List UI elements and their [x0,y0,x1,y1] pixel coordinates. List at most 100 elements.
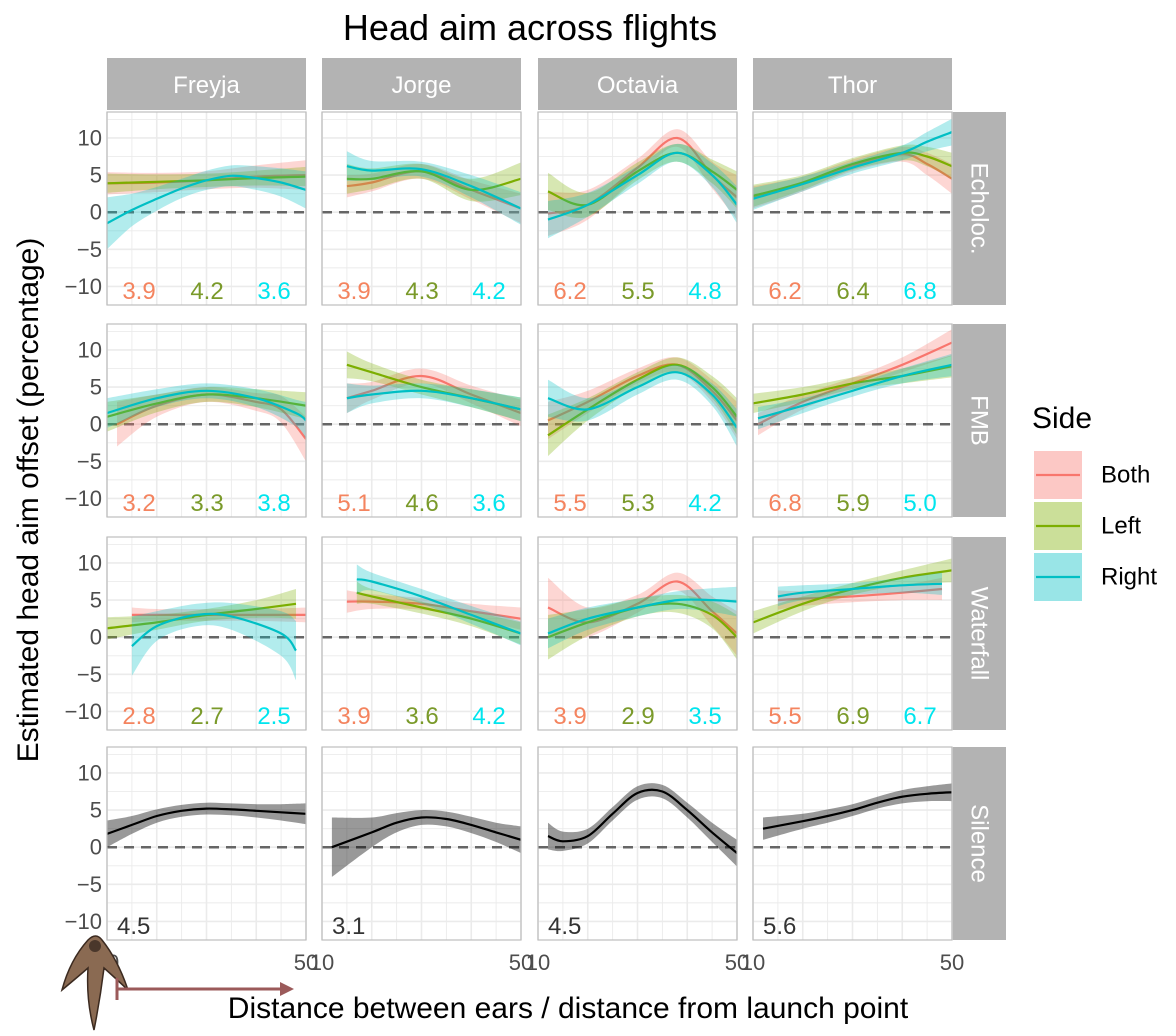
stat-label-left: 4.6 [405,490,438,517]
panel-waterfall-freyja: 2.8 2.7 2.5 [106,536,307,731]
y-tick-label: −10 [65,274,102,299]
stat-label-both: 6.8 [768,490,801,517]
series-line-both [547,580,737,635]
panel-border [537,536,738,731]
series-line-right [107,174,306,225]
confidence-band-both [117,387,306,462]
row-strip-fmb [952,324,1006,517]
stat-label-both: 5.5 [553,490,586,517]
stat-label-left: 4.2 [190,278,223,305]
x-tick-label: 10 [310,950,334,975]
column-strip-label: Octavia [597,72,679,99]
stat-label-both: 5.1 [337,490,370,517]
stat-label-right: 6.7 [903,703,936,730]
series-line-both [116,393,306,440]
confidence-band-right [548,586,737,649]
x-tick-label: 50 [294,950,318,975]
stat-label-right: 6.8 [903,278,936,305]
panel-fmb-freyja: 3.2 3.3 3.8 [106,323,307,518]
panel-silence-thor: 5.6 [752,746,953,941]
x-axis-title: Distance between ears / distance from la… [228,992,909,1025]
confidence-band-right [131,602,296,681]
series-line-left [107,393,306,418]
x-tick-label: 50 [509,950,533,975]
confidence-band-left [346,162,521,202]
y-tick-label: 5 [90,798,102,823]
y-tick-label: 0 [90,200,102,225]
y-tick-label: −5 [77,237,102,262]
legend-entry-left: Left [1034,502,1141,550]
stat-label-both: 6.2 [553,278,586,305]
legend-label: Both [1101,462,1150,489]
panel-border [106,323,307,518]
stat-label-left: 2.9 [621,703,654,730]
row-strip-echoloc [952,112,1006,305]
stat-label-right: 4.2 [688,490,721,517]
panel-fmb-octavia: 5.5 5.3 4.2 [537,323,738,518]
row-strip-label: Waterfall [966,587,993,681]
stat-label-right: 4.2 [472,278,505,305]
x-tick-label: 10 [526,950,550,975]
stat-label-silence: 4.5 [117,913,150,940]
y-tick-label: 10 [78,125,102,150]
series-line-left [753,151,952,197]
series-line-right [346,165,521,210]
stat-label-left: 6.9 [836,703,869,730]
chart-title: Head aim across flights [343,7,717,48]
panel-waterfall-jorge: 3.9 3.6 4.2 [321,536,522,731]
panel-border [537,323,738,518]
series-line-left [346,170,521,192]
panel-waterfall-octavia: 3.9 2.9 3.5 [537,536,738,731]
x-tick-label: 50 [725,950,749,975]
legend: Side Both Left Right [1032,402,1157,601]
legend-label: Right [1101,564,1157,591]
confidence-band-left [346,351,521,422]
panel-border [321,536,522,731]
panel-border [752,746,953,941]
confidence-band-silence [331,810,521,877]
row-strip-waterfall [952,537,1006,730]
series-line-right [107,389,306,422]
y-tick-label: 0 [90,625,102,650]
x-tick-label: 10 [741,950,765,975]
y-axis-title: Estimated head aim offset (percentage) [12,238,45,763]
panel-echoloc-jorge: 3.9 4.3 4.2 [321,111,522,306]
row-strip-label: Silence [966,804,993,883]
stat-label-left: 5.5 [621,278,654,305]
stat-label-left: 3.3 [190,490,223,517]
y-tick-label: 0 [90,835,102,860]
y-tick-label: −5 [77,872,102,897]
panel-silence-jorge: 3.1 [321,746,522,941]
distance-arrow [115,978,294,1000]
legend-label: Left [1101,513,1141,540]
series-line-both [777,587,943,602]
stat-label-both: 5.5 [768,703,801,730]
panel-border [106,746,307,941]
panel-fmb-thor: 6.8 5.9 5.0 [752,323,953,518]
stat-label-silence: 3.1 [332,913,365,940]
confidence-band-both [107,160,306,195]
stat-label-left: 3.6 [405,703,438,730]
panel-border [106,111,307,306]
x-tick-label: 50 [940,950,964,975]
panel-echoloc-thor: 6.2 6.4 6.8 [752,111,953,306]
stat-label-left: 5.9 [836,490,869,517]
stat-label-silence: 5.6 [763,913,796,940]
series-line-right [547,598,737,635]
confidence-band-both [346,163,521,224]
y-tick-label: −10 [65,699,102,724]
panel-border [321,746,522,941]
series-line-right [547,371,737,429]
stat-label-right: 3.5 [688,703,721,730]
y-tick-label: 10 [78,760,102,785]
series-line-silence [331,816,521,849]
panel-echoloc-freyja: 3.9 4.2 3.6 [106,111,307,306]
panel-border [752,323,953,518]
stat-label-both: 3.9 [337,278,370,305]
series-line-right [777,582,943,598]
confidence-band-right [758,353,952,430]
legend-entry-right: Right [1034,553,1157,601]
confidence-band-right [356,564,521,646]
y-tick-label: −10 [65,486,102,511]
